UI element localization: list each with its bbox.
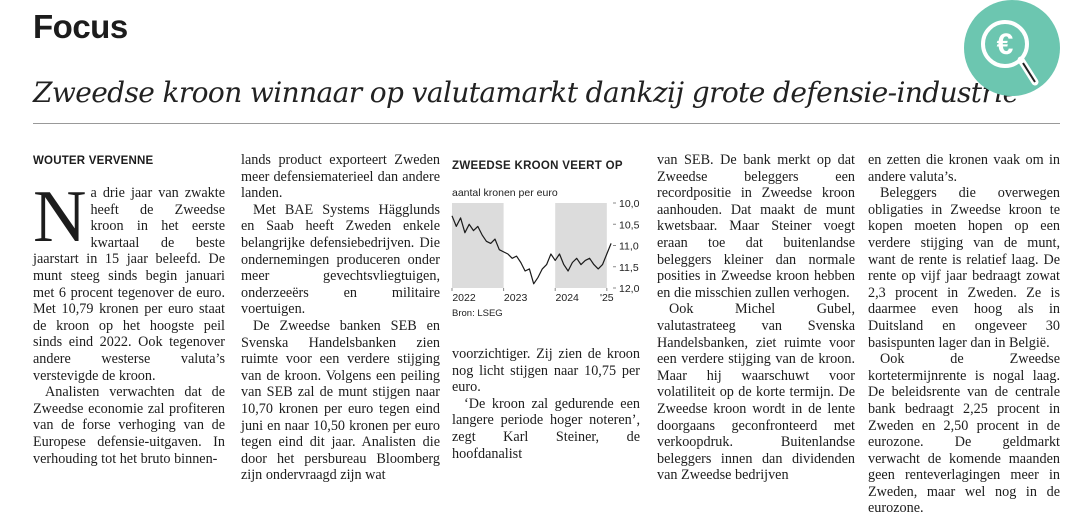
- y-axis-label: aantal kronen per euro: [452, 187, 558, 199]
- band: [555, 203, 607, 288]
- byline: WOUTER VERVENNE: [33, 155, 154, 167]
- paragraph: Ook de Zweedse kortetermijnrente is noga…: [868, 351, 1060, 517]
- paragraph: De Zweedse banken SEB en Svenska Handels…: [241, 317, 440, 484]
- column: van SEB. De bank merkt op dat Zweedse be…: [657, 152, 855, 484]
- svg-text:€: €: [997, 28, 1014, 61]
- paragraph: van SEB. De bank merkt op dat Zweedse be…: [657, 152, 855, 301]
- y-tick-label: 11,0: [619, 241, 639, 253]
- paragraph: voorzichtiger. Zij zien de kroon nog lic…: [452, 346, 640, 396]
- y-tick-label: 10,5: [619, 219, 640, 231]
- source: Bron: LSEG: [452, 308, 503, 319]
- paragraph: Ook Michel Gubel, valutastrateeg van Sve…: [657, 301, 855, 484]
- column: lands product exporteert Zweden meer def…: [241, 152, 440, 484]
- x-tick-label: 2024: [556, 292, 580, 304]
- paragraph: ‘De kroon zal gedurende een langere peri…: [452, 395, 640, 462]
- column: voorzichtiger. Zij zien de kroon nog lic…: [452, 346, 640, 462]
- band: [452, 203, 504, 288]
- drop-cap: N: [33, 176, 87, 258]
- y-tick-label: 12,0: [619, 283, 640, 295]
- chart-title: ZWEEDSE KROON VEERT OP: [452, 160, 623, 172]
- y-tick-label: 11,5: [619, 262, 639, 274]
- icon: €: [964, 0, 1060, 96]
- column: en zetten die kronen vaak om in andere v…: [868, 152, 1060, 517]
- x-tick-label: '25: [600, 292, 614, 304]
- chart: ZWEEDSE KROON VEERT OP aantal kronen per…: [451, 160, 640, 319]
- paragraph: en zetten die kronen vaak om in andere v…: [868, 152, 1060, 185]
- paragraph: Met BAE Systems Hägglunds en Saab heeft …: [241, 201, 440, 318]
- x-tick-label: 2022: [452, 292, 476, 304]
- paragraph: Beleggers die overwegen obligaties in Zw…: [868, 185, 1060, 351]
- y-tick-label: 10,0: [619, 198, 640, 210]
- paragraph: lands product exporteert Zweden meer def…: [241, 152, 440, 202]
- paragraph-text: a drie jaar van zwakte heeft de Zweedse …: [33, 185, 225, 384]
- page: Focus Zweedse kroon winnaar op valutamar…: [33, 0, 1060, 517]
- headline: Zweedse kroon winnaar op valutamarkt dan…: [33, 76, 1019, 109]
- x-tick-label: 2023: [504, 292, 528, 304]
- section-title: Focus: [33, 8, 128, 45]
- paragraph: Analisten verwachten dat de Zweedse econ…: [33, 384, 225, 467]
- rule: [33, 123, 1060, 124]
- line: [451, 215, 612, 285]
